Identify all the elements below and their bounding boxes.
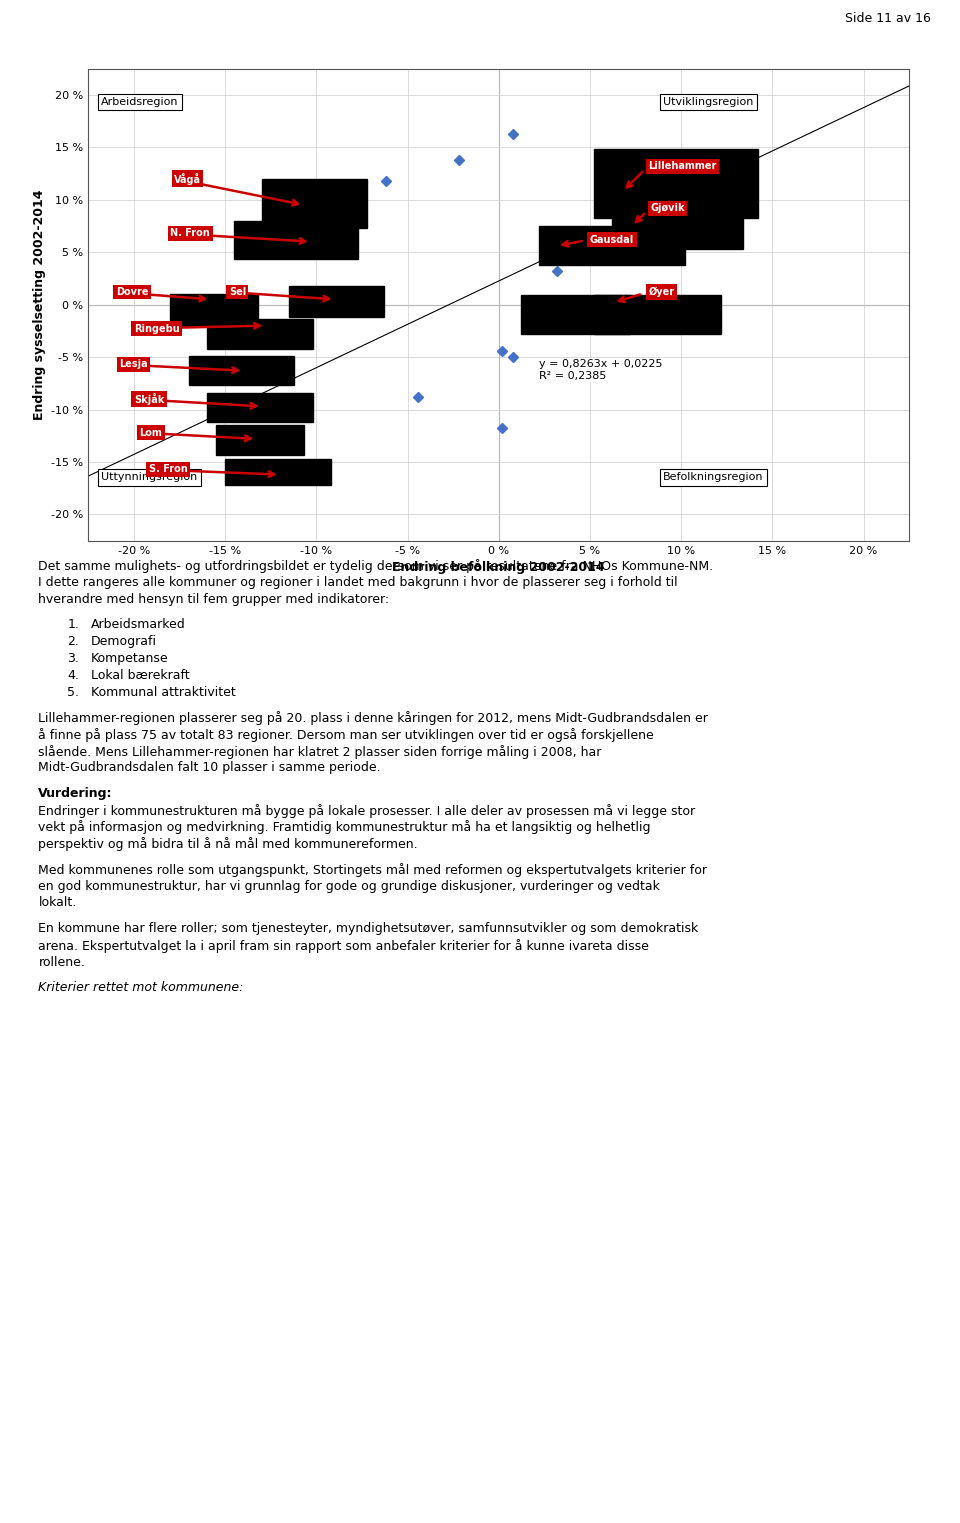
Text: Lom: Lom [139, 428, 162, 437]
Text: Kompetanse: Kompetanse [91, 652, 169, 664]
Bar [216, 425, 303, 455]
Text: En kommune har flere roller; som tjenesteyter, myndighetsutøver, samfunnsutvikle: En kommune har flere roller; som tjenest… [38, 921, 699, 935]
Text: Vågå: Vågå [174, 172, 201, 184]
Text: Uttynningsregion: Uttynningsregion [101, 472, 198, 483]
Text: Sel: Sel [228, 286, 246, 297]
Text: arena. Ekspertutvalget la i april fram sin rapport som anbefaler kriterier for å: arena. Ekspertutvalget la i april fram s… [38, 938, 649, 952]
Text: 2.: 2. [67, 635, 79, 647]
Text: rollene.: rollene. [38, 955, 85, 969]
Text: Midt-Gudbrandsdalen falt 10 plasser i samme periode.: Midt-Gudbrandsdalen falt 10 plasser i sa… [38, 762, 381, 774]
Text: Arbeidsmarked: Arbeidsmarked [91, 618, 186, 631]
Text: 1.: 1. [67, 618, 79, 631]
Text: Øyer: Øyer [648, 286, 675, 297]
Text: slående. Mens Lillehammer-regionen har klatret 2 plasser siden forrige måling i : slående. Mens Lillehammer-regionen har k… [38, 745, 602, 758]
Bar [593, 295, 721, 334]
Text: N. Fron: N. Fron [170, 228, 210, 238]
Text: Gausdal: Gausdal [589, 235, 635, 245]
Text: Lokal bærekraft: Lokal bærekraft [91, 669, 190, 682]
Text: Ringebu: Ringebu [133, 324, 180, 334]
Text: Kommunal attraktivitet: Kommunal attraktivitet [91, 685, 236, 699]
Text: å finne på plass 75 av totalt 83 regioner. Dersom man ser utviklingen over tid e: å finne på plass 75 av totalt 83 regione… [38, 728, 654, 742]
Text: Vurdering:: Vurdering: [38, 787, 113, 800]
Bar [520, 295, 630, 334]
Text: Det samme mulighets- og utfordringsbildet er tydelig dersom vi ser på resultaten: Det samme mulighets- og utfordringsbilde… [38, 559, 713, 573]
Text: Demografi: Demografi [91, 635, 157, 647]
Text: I dette rangeres alle kommuner og regioner i landet med bakgrunn i hvor de plass: I dette rangeres alle kommuner og region… [38, 576, 678, 589]
Text: hverandre med hensyn til fem grupper med indikatorer:: hverandre med hensyn til fem grupper med… [38, 592, 390, 606]
Bar [206, 320, 313, 349]
Bar [261, 178, 368, 228]
Bar [234, 221, 358, 259]
Bar [539, 225, 684, 265]
Text: Skjåk: Skjåk [133, 393, 164, 405]
Bar [289, 286, 384, 317]
Text: vekt på informasjon og medvirkning. Framtidig kommunestruktur må ha et langsikti: vekt på informasjon og medvirkning. Fram… [38, 821, 651, 835]
Text: 5.: 5. [67, 685, 79, 699]
Bar [188, 356, 295, 385]
Text: Lesja: Lesja [119, 359, 148, 370]
Text: Utviklingsregion: Utviklingsregion [662, 97, 754, 107]
Text: Endringer i kommunestrukturen må bygge på lokale prosesser. I alle deler av pros: Endringer i kommunestrukturen må bygge p… [38, 804, 696, 818]
Bar [206, 393, 313, 422]
X-axis label: Endring befolkning 2002-2014: Endring befolkning 2002-2014 [393, 560, 605, 574]
Bar [225, 458, 331, 484]
Text: Befolkningsregion: Befolkningsregion [662, 472, 763, 483]
Text: Dovre: Dovre [116, 286, 148, 297]
Text: Kriterier rettet mot kommunene:: Kriterier rettet mot kommunene: [38, 981, 244, 995]
Y-axis label: Endring sysselsetting 2002-2014: Endring sysselsetting 2002-2014 [33, 189, 46, 420]
Text: Gjøvik: Gjøvik [650, 203, 684, 213]
Bar [612, 200, 743, 248]
Text: Lillehammer-regionen plasserer seg på 20. plass i denne kåringen for 2012, mens : Lillehammer-regionen plasserer seg på 20… [38, 711, 708, 725]
Text: Med kommunenes rolle som utgangspunkt, Stortingets mål med reformen og ekspertut: Med kommunenes rolle som utgangspunkt, S… [38, 862, 708, 877]
Text: Arbeidsregion: Arbeidsregion [101, 97, 179, 107]
Text: Lillehammer: Lillehammer [648, 161, 717, 171]
Text: 3.: 3. [67, 652, 79, 664]
Bar [593, 149, 757, 218]
Bar [170, 294, 258, 326]
Text: perspektiv og må bidra til å nå mål med kommunereformen.: perspektiv og må bidra til å nå mål med … [38, 838, 418, 851]
Text: 4.: 4. [67, 669, 79, 682]
Text: lokalt.: lokalt. [38, 897, 77, 909]
Text: en god kommunestruktur, har vi grunnlag for gode og grundige diskusjoner, vurder: en god kommunestruktur, har vi grunnlag … [38, 880, 660, 892]
Text: S. Fron: S. Fron [149, 465, 187, 474]
Text: Side 11 av 16: Side 11 av 16 [846, 12, 931, 26]
Text: y = 0,8263x + 0,0225
R² = 0,2385: y = 0,8263x + 0,0225 R² = 0,2385 [539, 359, 662, 381]
